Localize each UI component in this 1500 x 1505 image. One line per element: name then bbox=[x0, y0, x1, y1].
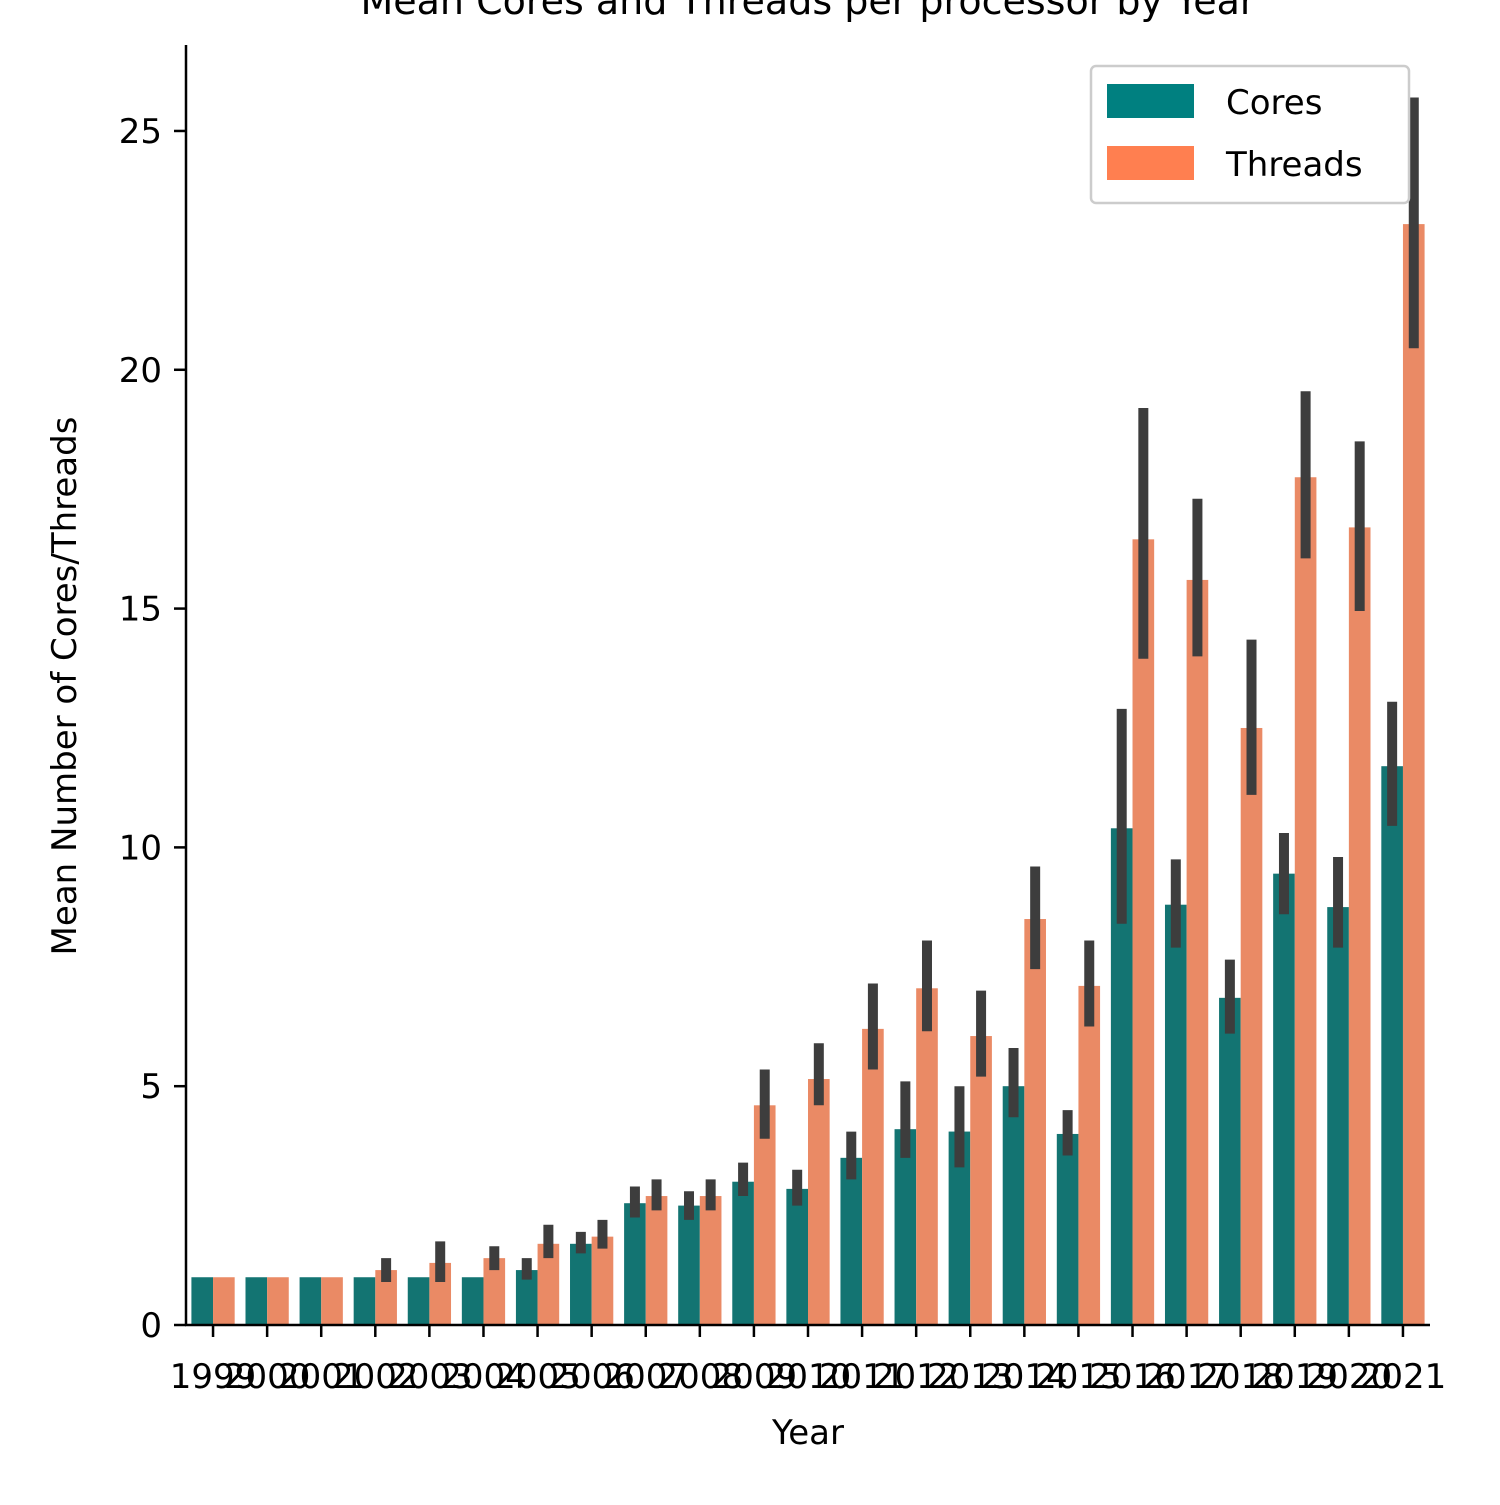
bar-threads-2013 bbox=[970, 1036, 992, 1325]
x-axis-title: Year bbox=[771, 1413, 844, 1453]
bar-cores-1999 bbox=[191, 1277, 214, 1325]
x-tick-label-2000: 2000 bbox=[224, 1357, 311, 1397]
bar-threads-2006 bbox=[591, 1236, 614, 1325]
bar-cores-2010 bbox=[786, 1188, 808, 1325]
x-tick-label-2003: 2003 bbox=[386, 1357, 473, 1397]
bar-cores-2001 bbox=[299, 1277, 322, 1325]
bar-threads-2014 bbox=[1024, 919, 1046, 1325]
bar-threads-2003 bbox=[429, 1262, 452, 1325]
bar-threads-2004 bbox=[483, 1258, 506, 1325]
legend: Cores Threads bbox=[1089, 64, 1411, 205]
bar-cores-2021 bbox=[1381, 766, 1403, 1325]
bar-cores-2004 bbox=[461, 1277, 484, 1325]
x-tick-label-2008: 2008 bbox=[657, 1357, 744, 1397]
bar-threads-2007 bbox=[645, 1196, 668, 1325]
bar-threads-2011 bbox=[862, 1028, 884, 1325]
y-tick-label-5: 5 bbox=[140, 1067, 162, 1107]
chart-title: Mean Cores and Threads per processor by … bbox=[360, 0, 1255, 23]
axes-layer: 0510152025199920002001200220032004200520… bbox=[119, 45, 1446, 1397]
x-tick-label-2001: 2001 bbox=[278, 1357, 365, 1397]
x-tick-label-2019: 2019 bbox=[1252, 1357, 1339, 1397]
x-tick-label-2016: 2016 bbox=[1089, 1357, 1176, 1397]
y-axis-title: Mean Number of Cores/Threads bbox=[45, 417, 85, 956]
x-tick-label-2002: 2002 bbox=[332, 1357, 419, 1397]
bar-threads-2020 bbox=[1348, 527, 1371, 1325]
x-tick-label-2004: 2004 bbox=[440, 1357, 527, 1397]
x-tick-label-2020: 2020 bbox=[1306, 1357, 1393, 1397]
bar-cores-2011 bbox=[840, 1157, 863, 1325]
bar-cores-2020 bbox=[1327, 907, 1349, 1325]
x-tick-label-2012: 2012 bbox=[873, 1357, 960, 1397]
y-tick-label-20: 20 bbox=[119, 351, 162, 391]
bars-layer bbox=[191, 224, 1425, 1326]
legend-label-threads: Threads bbox=[1225, 145, 1363, 185]
bar-cores-2016 bbox=[1110, 828, 1133, 1325]
bar-threads-2012 bbox=[916, 988, 938, 1325]
bar-threads-2001 bbox=[321, 1277, 343, 1325]
x-tick-label-2011: 2011 bbox=[819, 1357, 906, 1397]
x-tick-label-2021: 2021 bbox=[1360, 1357, 1447, 1397]
legend-swatch-cores bbox=[1107, 84, 1194, 118]
x-tick-label-1999: 1999 bbox=[170, 1357, 257, 1397]
y-tick-label-0: 0 bbox=[140, 1306, 162, 1346]
x-tick-label-2014: 2014 bbox=[981, 1357, 1068, 1397]
bar-cores-2008 bbox=[678, 1205, 700, 1325]
legend-swatch-threads bbox=[1107, 146, 1194, 180]
bar-cores-2018 bbox=[1219, 997, 1241, 1325]
bar-threads-2018 bbox=[1240, 727, 1263, 1325]
bar-threads-2008 bbox=[699, 1196, 722, 1325]
legend-label-cores: Cores bbox=[1226, 83, 1322, 123]
bar-threads-2017 bbox=[1186, 579, 1209, 1325]
x-tick-label-2018: 2018 bbox=[1197, 1357, 1284, 1397]
x-tick-label-2006: 2006 bbox=[548, 1357, 635, 1397]
bar-threads-2005 bbox=[537, 1243, 560, 1325]
bar-threads-2015 bbox=[1078, 985, 1101, 1325]
bar-cores-2003 bbox=[407, 1277, 430, 1325]
bar-cores-2000 bbox=[245, 1277, 268, 1325]
x-tick-label-2007: 2007 bbox=[602, 1357, 689, 1397]
x-tick-label-2005: 2005 bbox=[494, 1357, 581, 1397]
bar-cores-2002 bbox=[353, 1277, 376, 1325]
bar-cores-2007 bbox=[624, 1203, 646, 1325]
bar-cores-2012 bbox=[894, 1129, 917, 1325]
bar-cores-2017 bbox=[1164, 904, 1187, 1325]
x-tick-label-2009: 2009 bbox=[711, 1357, 798, 1397]
errorbars-layer bbox=[381, 97, 1419, 1283]
bar-cores-2015 bbox=[1056, 1133, 1079, 1325]
bar-cores-2009 bbox=[732, 1181, 754, 1325]
bar-threads-2010 bbox=[808, 1079, 830, 1325]
x-tick-label-2010: 2010 bbox=[765, 1357, 852, 1397]
bar-cores-2019 bbox=[1273, 873, 1295, 1325]
x-tick-label-2015: 2015 bbox=[1035, 1357, 1122, 1397]
bar-threads-2009 bbox=[753, 1105, 776, 1325]
bar-cores-2005 bbox=[515, 1270, 538, 1325]
bar-threads-1999 bbox=[213, 1277, 235, 1325]
bar-cores-2013 bbox=[948, 1131, 971, 1325]
bar-threads-2002 bbox=[375, 1270, 397, 1325]
y-tick-label-10: 10 bbox=[119, 828, 162, 868]
y-tick-label-25: 25 bbox=[119, 112, 162, 152]
x-tick-label-2017: 2017 bbox=[1143, 1357, 1230, 1397]
bar-cores-2006 bbox=[570, 1243, 592, 1325]
bar-threads-2019 bbox=[1294, 477, 1317, 1326]
x-tick-label-2013: 2013 bbox=[927, 1357, 1014, 1397]
y-tick-label-15: 15 bbox=[119, 590, 162, 630]
bar-threads-2016 bbox=[1132, 539, 1155, 1325]
bar-cores-2014 bbox=[1002, 1086, 1025, 1325]
bar-threads-2000 bbox=[267, 1277, 289, 1325]
bar-threads-2021 bbox=[1402, 224, 1425, 1325]
